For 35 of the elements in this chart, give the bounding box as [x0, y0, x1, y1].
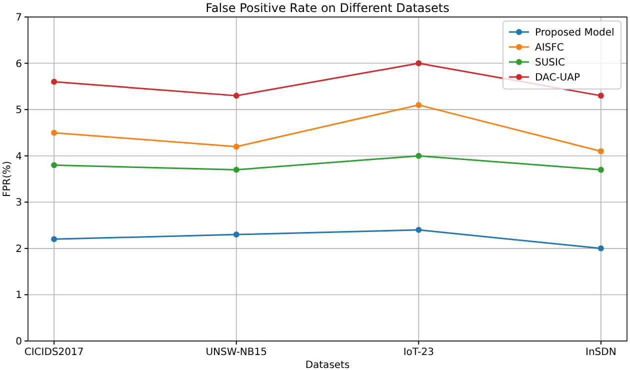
legend-label: AISFC: [535, 42, 564, 54]
y-tick-label: 4: [16, 151, 22, 162]
point: [598, 166, 604, 173]
point: [51, 236, 58, 242]
y-tick-label: 7: [16, 12, 22, 24]
y-tick-label: 0: [16, 336, 22, 348]
point: [233, 232, 240, 238]
y-tick-label: 5: [16, 105, 22, 116]
x-tick-label: CICIDS2017: [24, 347, 84, 358]
point: [416, 102, 422, 108]
x-tick-label: InSDN: [586, 347, 616, 358]
y-axis-title: FPR(%): [2, 160, 13, 198]
x-tick-label: IoT-23: [403, 347, 434, 358]
point: [416, 60, 422, 66]
legend-label: Proposed Model: [535, 28, 614, 38]
x-axis-title: Datasets: [305, 360, 350, 370]
point: [598, 92, 604, 99]
point: [51, 78, 58, 85]
point: [51, 130, 58, 136]
point: [598, 245, 604, 252]
point: [233, 166, 240, 173]
y-tick-label: 3: [16, 198, 22, 209]
legend-label: DAC-UAP: [535, 72, 580, 84]
y-tick-label: 6: [16, 58, 22, 70]
point: [233, 144, 240, 150]
point: [416, 226, 422, 233]
point: [598, 148, 604, 154]
x-tick-label: UNSW-NB15: [206, 347, 268, 358]
point: [51, 162, 58, 168]
point: [416, 152, 422, 159]
y-tick-label: 1: [16, 290, 22, 302]
y-tick-label: 2: [16, 244, 22, 255]
chart-title: False Positive Rate on Different Datasets: [206, 1, 450, 15]
point: [233, 92, 240, 99]
legend-label: SUSIC: [535, 58, 565, 68]
